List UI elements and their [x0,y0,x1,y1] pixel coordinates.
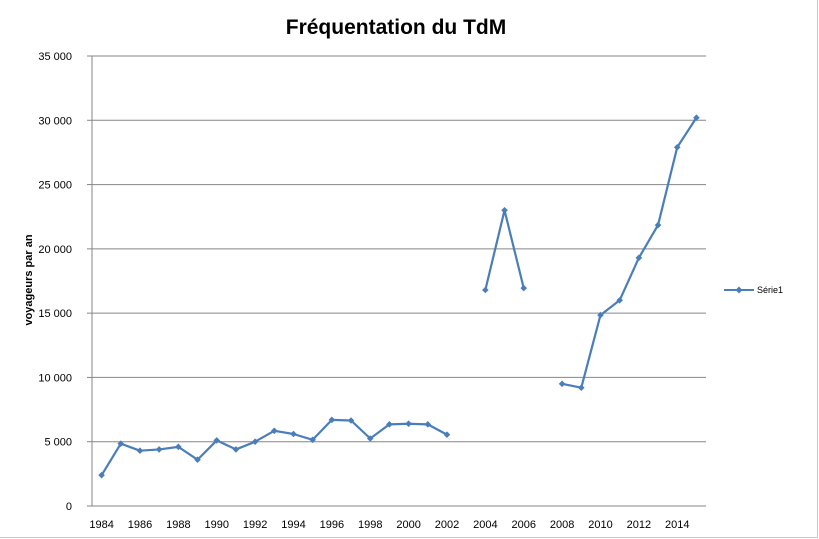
legend-marker [735,286,743,294]
chart-title: Fréquentation du TdM [286,16,506,39]
y-tick-label: 15 000 [38,308,72,320]
x-tick-label: 1998 [358,519,382,531]
data-point [347,417,355,424]
data-point [520,284,528,292]
data-point [693,114,700,122]
data-point [673,143,681,151]
data-point [577,384,585,392]
data-point [309,436,316,444]
series-line-segment [561,117,698,389]
data-point [290,430,297,438]
x-tick-labels: 1984 1986 1988 1990 1992 1994 1996 1998 2000 2002… [89,519,689,531]
y-tick-label: 0 [66,501,72,513]
data-point [328,416,336,424]
data-point [501,206,508,214]
data-point [597,311,604,319]
data-point [654,221,662,229]
data-point [616,296,623,304]
x-tick-label: 2012 [627,519,651,531]
y-axis-label: voyageurs par an [23,234,35,325]
legend-series-label: Série1 [757,285,783,295]
y-tick-label: 10 000 [38,372,72,384]
x-tick-label: 1994 [281,519,305,531]
legend: Série1 [724,285,783,295]
x-tick-label: 2000 [396,519,420,531]
gridlines [92,55,706,443]
data-point [635,254,643,262]
data-point [482,286,489,294]
data-point [98,471,105,479]
data-point [175,443,182,451]
y-tick-label: 30 000 [38,115,72,127]
data-point [424,421,432,428]
axes [87,55,706,507]
data-point [558,380,566,388]
y-tick-label: 5 000 [44,437,72,449]
data-point [232,446,240,453]
y-tick-label: 20 000 [38,244,72,256]
data-point [366,435,374,442]
data-point [270,427,278,435]
data-point [405,420,412,428]
y-tick-labels: 0 5 000 10 000 15 000 20 000 25 000 30 000 35 0… [38,51,72,513]
series-line-segment [484,209,525,291]
x-tick-label: 2014 [665,519,689,531]
x-tick-label: 1990 [204,519,228,531]
x-tick-label: 2004 [473,519,497,531]
x-tick-label: 1986 [128,519,152,531]
data-point [194,456,201,464]
x-tick-label: 1996 [320,519,344,531]
x-tick-label: 2006 [511,519,535,531]
x-tick-label: 2002 [435,519,459,531]
x-tick-label: 1992 [243,519,267,531]
data-point [155,446,163,453]
data-point [251,438,259,446]
data-point [386,421,393,428]
data-point [443,431,451,438]
x-tick-label: 1984 [89,519,113,531]
x-tick-label: 2008 [550,519,574,531]
data-point [136,447,144,455]
y-tick-label: 35 000 [38,51,72,63]
y-tick-label: 25 000 [38,180,72,192]
series-layer [98,114,700,479]
x-tick-label: 1988 [166,519,190,531]
data-point [213,437,221,444]
data-point [117,440,125,447]
x-tick-label: 2010 [588,519,612,531]
